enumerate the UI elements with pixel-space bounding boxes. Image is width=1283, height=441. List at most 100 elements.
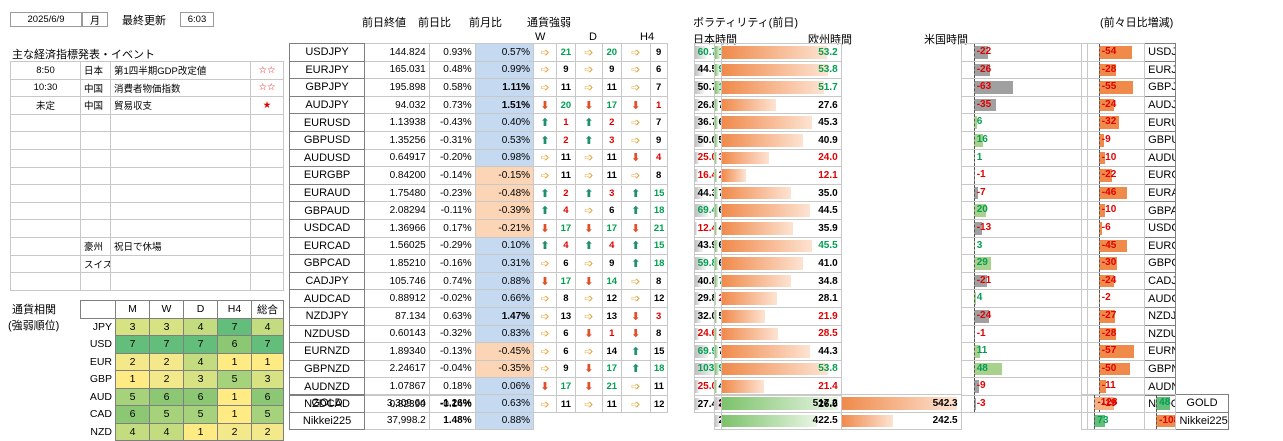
event-importance xyxy=(250,166,284,186)
corr-ccy: GBP xyxy=(89,373,112,386)
strength-rank: 6 xyxy=(555,342,576,361)
pair-label: EURCAD xyxy=(288,236,366,256)
vol-value: 21.9 xyxy=(818,310,838,322)
prev-close: 1.89340 xyxy=(364,342,430,361)
vol-bar xyxy=(716,380,717,393)
vol-value: 43.9 xyxy=(697,240,714,252)
vol-bar xyxy=(842,397,957,410)
change-value: -2 xyxy=(1101,292,1111,304)
change-us: -9 xyxy=(1086,130,1146,150)
vol-value: 139.3 xyxy=(718,82,720,93)
corr-rank: 2 xyxy=(149,352,184,371)
vol-us: 34.8 xyxy=(720,271,842,291)
change-us: -24 xyxy=(1086,95,1146,115)
vol-us: 40.9 xyxy=(720,130,842,150)
event-row xyxy=(10,113,284,133)
vol-value: 28.1 xyxy=(818,293,838,305)
spacer xyxy=(667,325,694,343)
change-japan: 1 xyxy=(960,148,1082,168)
vol-value: 41.0 xyxy=(818,257,838,269)
change-value: -50 xyxy=(1101,362,1117,374)
vol-value: 128.4 xyxy=(718,47,720,58)
vol-value: 94.8 xyxy=(718,64,720,75)
corr-rank: 7 xyxy=(149,335,184,354)
vol-value: 26.8 xyxy=(697,99,714,111)
header-strength: 通貨強弱 xyxy=(527,17,571,29)
vol-value: 12.1 xyxy=(818,169,838,181)
vol-value: 26.0 xyxy=(818,398,838,410)
spacer xyxy=(841,325,961,343)
vol-bar xyxy=(695,292,701,305)
change-value: 1 xyxy=(976,151,983,163)
header-month-chg: 前月比 xyxy=(469,17,502,29)
extra-row: Nikkei22537,998.21.48%0.88%217.5422.5242… xyxy=(288,411,1283,431)
strength-rank: 17 xyxy=(555,271,576,291)
event-time xyxy=(10,166,81,186)
vol-japan: 44.5 xyxy=(693,60,716,80)
day-change: -0.16% xyxy=(428,254,476,273)
vol-bar xyxy=(722,345,810,358)
event-name xyxy=(110,131,251,150)
corr-rank: 7 xyxy=(115,335,150,354)
extra-table: GOLD3,309.64-1.26%0.63%230.2517.2542.3-4… xyxy=(288,394,1283,431)
change-us: -11 xyxy=(1086,377,1146,396)
change-bar xyxy=(1098,257,1118,270)
change-axis xyxy=(973,202,975,219)
change-bar xyxy=(973,362,1003,376)
vol-japan: 60.7 xyxy=(693,43,716,62)
pair-label: EURUSD xyxy=(288,113,366,132)
event-country xyxy=(80,148,111,168)
spacer xyxy=(841,255,961,273)
blank xyxy=(534,412,557,430)
fx-row: AUDJPY94.0320.73%1.51%⬇20⬇17⬇126.870.527… xyxy=(288,95,1283,115)
strength-rank: 2 xyxy=(601,113,622,132)
event-row: 8:50 日本 第1四半期GDP改定値 ☆☆ xyxy=(10,61,284,80)
vol-bar xyxy=(722,414,817,428)
strength-arrow-icon: ➩ xyxy=(533,148,557,168)
strength-arrow-icon: ⬇ xyxy=(620,95,651,115)
vol-value: 217.5 xyxy=(718,415,720,426)
vol-value: 53.8 xyxy=(818,64,838,76)
change-bar xyxy=(973,133,984,147)
correlation-header: M W D H4 総合 xyxy=(80,300,284,319)
strength-rank: 17 xyxy=(555,377,576,396)
strength-arrow-icon: ⬇ xyxy=(533,377,557,396)
vol-bar xyxy=(716,98,719,112)
strength-rank: 11 xyxy=(555,148,576,168)
day-change: -0.20% xyxy=(428,148,476,168)
vol-value: 40.8 xyxy=(697,275,714,287)
pair-label-right: EURUSD xyxy=(1144,113,1177,132)
vol-us: 21.9 xyxy=(720,306,842,326)
change-value: -54 xyxy=(1101,46,1117,57)
change-value: 20 xyxy=(976,204,988,216)
vol-value: 16.4 xyxy=(697,169,714,181)
corr-rank: 2 xyxy=(251,422,284,441)
pair-label-right: AUDNZD xyxy=(1144,377,1177,396)
strength-arrow-icon: ➩ xyxy=(533,166,557,185)
blank xyxy=(575,412,602,430)
strength-arrow-icon: ⬆ xyxy=(620,236,651,256)
change-japan: 16 xyxy=(960,130,1082,150)
vol-bar xyxy=(722,397,838,410)
corr-rank: 7 xyxy=(251,335,284,354)
vol-value: 230.2 xyxy=(718,398,720,409)
vol-japan: 29.8 xyxy=(693,289,716,308)
change-us: -46 xyxy=(1086,183,1146,203)
correlation-row: EUR 2 2 4 1 1 xyxy=(81,352,284,371)
change-axis xyxy=(973,62,975,78)
change-us: -28 xyxy=(1086,60,1146,80)
vol-value: 44.5 xyxy=(818,205,838,217)
change-value: -30 xyxy=(1101,257,1117,269)
month-change: 0.63% xyxy=(474,394,535,413)
strength-arrow-icon: ⬆ xyxy=(533,183,557,203)
pair-label: EURNZD xyxy=(288,342,366,361)
strength-arrow-icon: ➩ xyxy=(620,394,651,414)
change-japan: 6 xyxy=(960,113,1082,132)
prev-close: 2.24617 xyxy=(364,359,430,379)
change-axis xyxy=(973,97,975,113)
strength-arrow-icon: ⬇ xyxy=(533,218,557,238)
blank xyxy=(575,395,602,413)
event-name xyxy=(110,184,251,203)
event-name xyxy=(110,113,251,133)
vol-value: 28.5 xyxy=(818,328,838,340)
